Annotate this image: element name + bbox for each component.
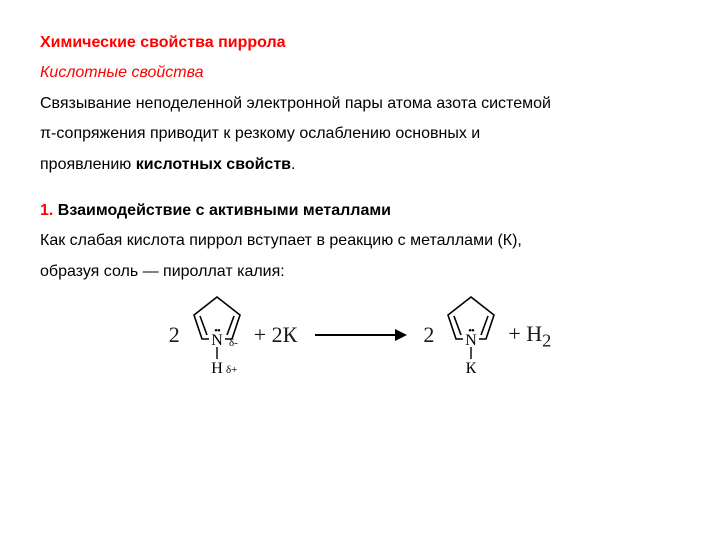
atom-label-k: К	[466, 360, 477, 377]
reaction-arrow-icon	[315, 334, 405, 336]
coefficient-left: 2	[161, 314, 188, 356]
list-item-1-title: 1. Взаимодействие с активными металлами	[40, 196, 680, 226]
paragraph-2-line-2: образуя соль — пироллат калия:	[40, 257, 680, 287]
paragraph-1c-prefix: проявлению	[40, 156, 136, 173]
molecule-pyrrole-nk: N •• К	[442, 291, 500, 379]
paragraph-1-line-2: π-сопряжения приводит к резкому ослаблен…	[40, 119, 680, 149]
delta-plus-label: δ+	[226, 364, 237, 376]
coefficient-right: 2	[415, 314, 442, 356]
spacer	[40, 180, 680, 196]
paragraph-1-line-3: проявлению кислотных свойств.	[40, 150, 680, 180]
paragraph-1c-suffix: .	[291, 156, 295, 173]
subscript-2: 2	[542, 330, 551, 350]
paragraph-1c-bold: кислотных свойств	[136, 156, 291, 173]
heading-acidic-properties: Кислотные свойства	[40, 58, 680, 88]
molecule-pyrrole-nh: N •• δ- H δ+	[188, 291, 246, 379]
paragraph-2-line-1: Как слабая кислота пиррол вступает в реа…	[40, 226, 680, 256]
plus-reagent: + 2К	[246, 314, 306, 356]
reaction-equation: 2 N •• δ- H δ+	[40, 291, 680, 379]
delta-minus-label: δ-	[229, 337, 238, 349]
list-title-1: Взаимодействие с активными металлами	[53, 202, 391, 219]
list-number-1: 1.	[40, 202, 53, 219]
heading-chemical-properties: Химические свойства пиррола	[40, 28, 680, 58]
plus-product: + H2	[500, 313, 559, 358]
plus-product-text: + H	[508, 321, 542, 346]
atom-label-h: H	[211, 360, 223, 377]
paragraph-1-line-1: Связывание неподеленной электронной пары…	[40, 89, 680, 119]
page-body: Химические свойства пиррола Кислотные св…	[0, 0, 720, 389]
